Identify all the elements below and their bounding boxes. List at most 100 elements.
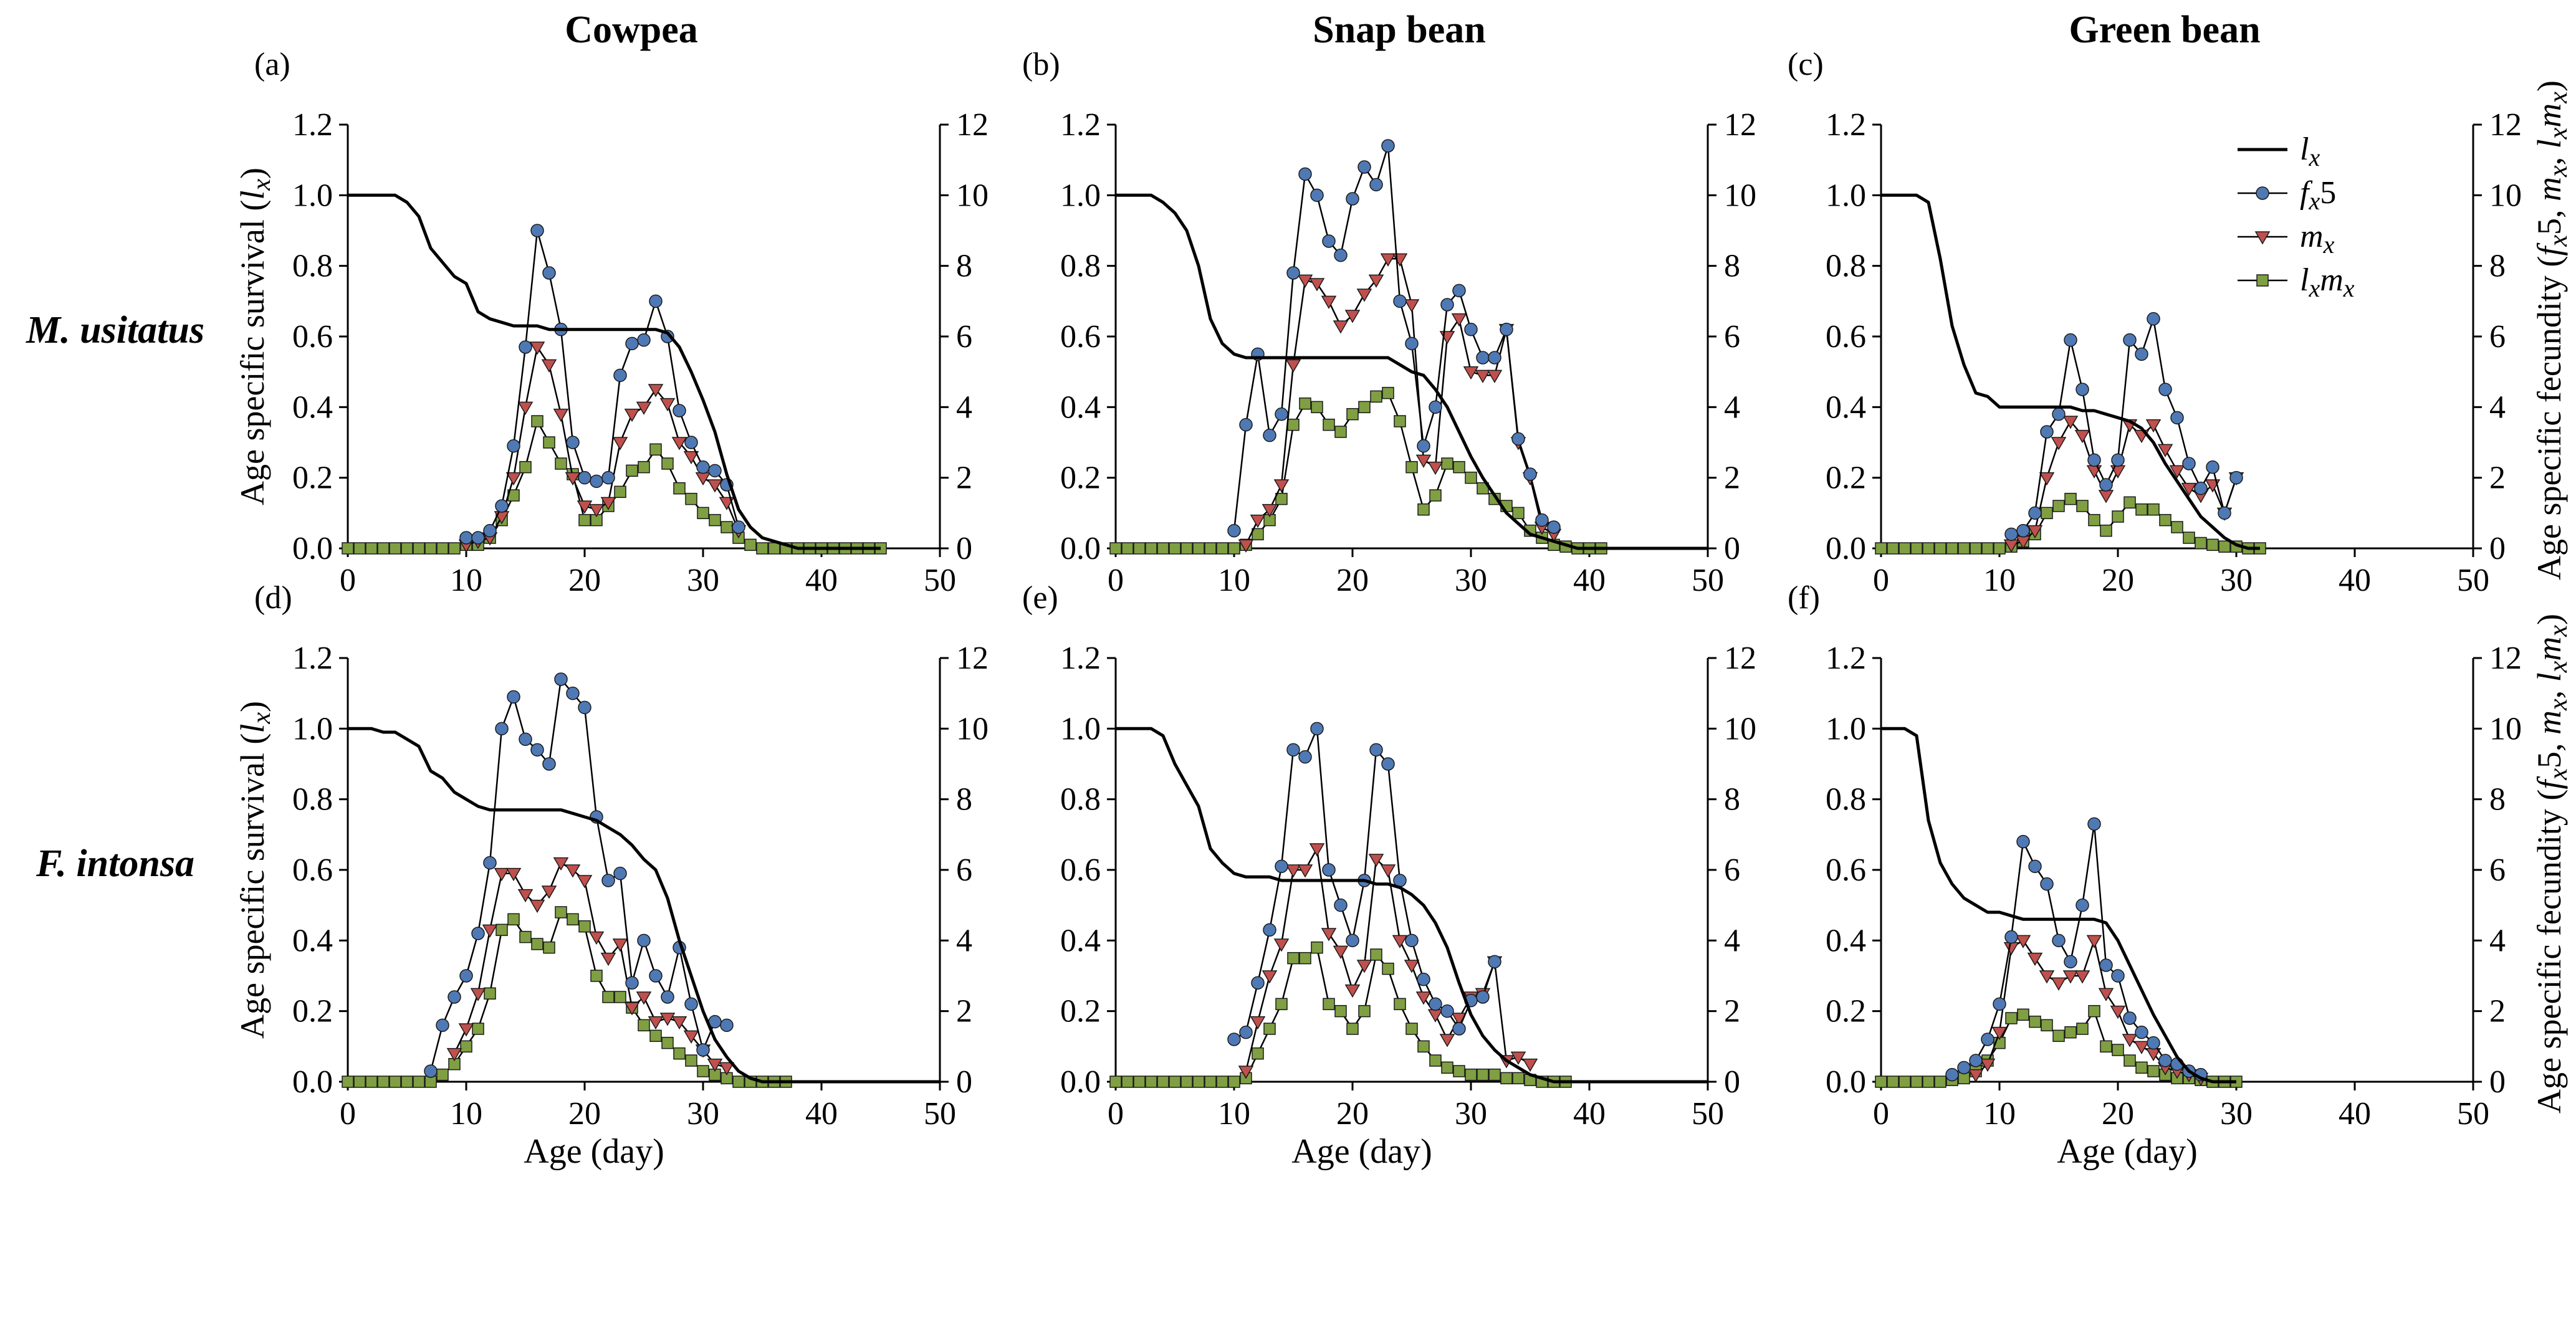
x-tick-label: 10 bbox=[1218, 563, 1250, 598]
point-fx5 bbox=[1239, 417, 1253, 432]
point-mx bbox=[2074, 970, 2090, 984]
point-lxmx bbox=[1311, 401, 1323, 414]
y-tick-label-left: 0.2 bbox=[292, 460, 333, 496]
point-fx5 bbox=[625, 976, 639, 990]
point-lxmx bbox=[2195, 537, 2207, 550]
point-lxmx bbox=[1465, 471, 1477, 484]
point-lxmx bbox=[614, 485, 626, 499]
legend-item-mx: mx bbox=[2238, 219, 2335, 259]
y-tick-label-right: 4 bbox=[956, 923, 972, 958]
y-tick-label-left: 1.2 bbox=[1060, 107, 1101, 143]
point-fx5 bbox=[1227, 523, 1241, 538]
x-axis-title: Age (day) bbox=[2057, 1132, 2197, 1171]
y-tick-label-left: 0.8 bbox=[292, 249, 333, 284]
point-fx5 bbox=[2170, 411, 2184, 425]
point-fx5 bbox=[1322, 863, 1336, 877]
series-lx-line bbox=[348, 727, 940, 1084]
x-tick-label: 40 bbox=[2339, 1096, 2371, 1132]
series-fx5-line bbox=[1951, 823, 2201, 1076]
y-tick-label-left: 0.8 bbox=[1060, 249, 1101, 284]
y-tick-label-left: 0.8 bbox=[1826, 782, 1866, 818]
series-lx-line bbox=[348, 193, 881, 550]
y-axis-title-left: Age specific survival (lx) bbox=[234, 168, 276, 505]
point-lxmx bbox=[685, 1054, 697, 1067]
x-tick-label: 40 bbox=[1573, 563, 1606, 598]
point-mx bbox=[1980, 1058, 1996, 1072]
point-lxmx bbox=[507, 913, 520, 926]
point-fx5 bbox=[424, 1064, 438, 1078]
y-tick-label-left: 1.2 bbox=[292, 641, 333, 676]
y-tick-label-left: 0.2 bbox=[1826, 460, 1866, 496]
point-lxmx bbox=[342, 542, 354, 555]
y-tick-label-right: 10 bbox=[956, 711, 989, 747]
point-mx bbox=[1250, 514, 1266, 528]
y-axis-title-left: Age specific survival (lx) bbox=[234, 701, 276, 1039]
point-fx5 bbox=[637, 333, 651, 347]
point-fx5 bbox=[2147, 312, 2160, 326]
point-mx bbox=[683, 1030, 699, 1044]
x-tick-label: 30 bbox=[687, 1096, 719, 1132]
y-tick-label-right: 6 bbox=[1724, 319, 1740, 355]
point-fx5 bbox=[2135, 347, 2148, 361]
point-lxmx bbox=[519, 460, 532, 474]
y-tick-label-right: 0 bbox=[1724, 531, 1740, 566]
point-fx5 bbox=[554, 672, 568, 686]
point-fx5 bbox=[459, 969, 473, 983]
point-mx bbox=[1487, 370, 1503, 383]
point-lxmx bbox=[342, 1076, 354, 1088]
point-mx bbox=[624, 408, 640, 422]
point-fx5 bbox=[1523, 467, 1537, 481]
point-lxmx bbox=[1216, 542, 1228, 555]
point-lxmx bbox=[1169, 1076, 1181, 1088]
x-tick-label: 0 bbox=[1873, 563, 1889, 598]
point-lxmx bbox=[1133, 1076, 1146, 1088]
point-mx bbox=[719, 497, 735, 510]
series-lx-line bbox=[1116, 727, 1708, 1084]
point-mx bbox=[565, 472, 581, 486]
point-mx bbox=[1262, 503, 1278, 518]
point-mx bbox=[2027, 525, 2043, 539]
y-tick-label-left: 1.0 bbox=[292, 178, 333, 213]
point-mx bbox=[636, 991, 652, 1005]
point-mx bbox=[1344, 310, 1361, 323]
point-mx bbox=[1510, 1051, 1526, 1065]
point-mx bbox=[505, 472, 522, 486]
x-tick-label: 40 bbox=[2339, 563, 2371, 598]
point-lxmx bbox=[578, 920, 591, 933]
y-tick-label-left: 0.6 bbox=[1060, 852, 1101, 888]
point-mx bbox=[1415, 991, 1432, 1005]
point-lxmx bbox=[1477, 1068, 1489, 1081]
point-fx5 bbox=[566, 436, 580, 449]
x-tick-label: 30 bbox=[2220, 563, 2253, 598]
point-lxmx bbox=[2206, 538, 2219, 551]
panel-a: (a) 0 10 20 30 40 50 0.0 0.2 0.4 0.6 0.8 1.0 1.2 0 2 4 6 8… bbox=[234, 47, 989, 598]
point-fx5 bbox=[1535, 513, 1549, 527]
row-label: M. usitatus bbox=[26, 309, 204, 351]
point-fx5 bbox=[1310, 722, 1324, 736]
point-mx bbox=[1333, 320, 1349, 334]
point-fx5 bbox=[590, 474, 603, 489]
point-fx5 bbox=[1440, 298, 1454, 312]
y-tick-label-right: 12 bbox=[2489, 107, 2522, 143]
point-fx5 bbox=[2123, 1011, 2137, 1025]
point-lxmx bbox=[1133, 542, 1146, 555]
point-mx bbox=[1333, 945, 1349, 959]
column-title: Snap bean bbox=[1313, 9, 1485, 51]
point-fx5 bbox=[495, 722, 509, 736]
point-mx bbox=[671, 1016, 687, 1030]
point-lxmx bbox=[460, 1040, 472, 1053]
point-mx bbox=[2122, 1034, 2138, 1047]
point-lxmx bbox=[401, 542, 413, 555]
point-fx5 bbox=[2016, 523, 2030, 538]
point-mx bbox=[2027, 952, 2043, 966]
point-fx5 bbox=[1981, 1033, 1994, 1046]
point-lxmx bbox=[1934, 542, 1946, 555]
point-lxmx bbox=[697, 1065, 709, 1077]
point-lxmx bbox=[1204, 1076, 1217, 1088]
column-title: Green bean bbox=[2069, 9, 2260, 51]
point-fx5 bbox=[649, 969, 663, 983]
point-fx5 bbox=[1322, 234, 1336, 248]
y-tick-label-right: 8 bbox=[1724, 249, 1740, 284]
